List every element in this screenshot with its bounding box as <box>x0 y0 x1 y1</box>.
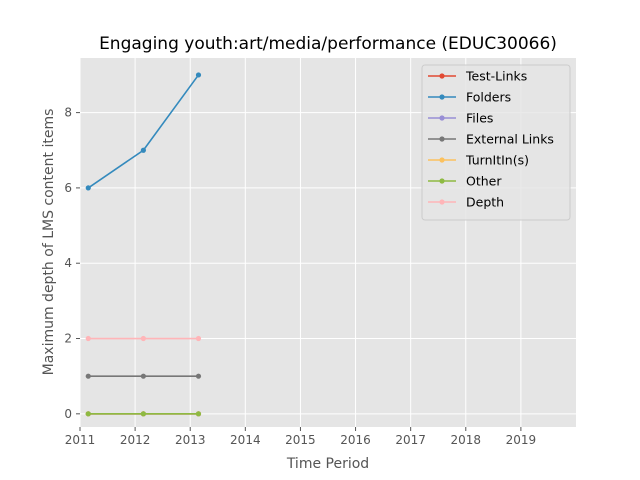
data-point-folders <box>195 72 202 78</box>
x-tick-label: 2018 <box>451 433 482 447</box>
legend: Test-Links Folders Files External Links Turn… <box>421 64 571 221</box>
x-tick-label: 2016 <box>340 433 371 447</box>
data-point-depth <box>85 335 91 342</box>
legend-marker-external-links <box>439 136 445 142</box>
y-tick-label: 0 <box>64 407 72 421</box>
legend-label-test-links: Test-Links <box>465 69 527 84</box>
legend-label-folders: Folders <box>466 90 511 105</box>
legend-label-other: Other <box>466 174 502 189</box>
legend-marker-files <box>439 115 445 121</box>
legend-label-turnitin-s: TurnItIn(s) <box>465 153 529 168</box>
data-point-depth <box>195 335 202 342</box>
legend-box <box>421 64 571 221</box>
chart-title: Engaging youth:art/media/performance (ED… <box>99 34 557 54</box>
legend-marker-turnitin-s <box>439 157 445 163</box>
data-point-other <box>195 411 202 417</box>
y-tick-label: 2 <box>64 332 72 346</box>
axes: 2011 2012 2013 2014 2015 2016 2017 2018 2019 0 2 4 6… <box>64 106 536 447</box>
legend-marker-other <box>439 178 445 184</box>
x-tick-label: 2013 <box>175 433 206 447</box>
data-point-other <box>140 411 146 417</box>
x-tick-label: 2017 <box>395 433 426 447</box>
y-tick-label: 4 <box>64 256 72 270</box>
data-point-external-links <box>140 373 146 379</box>
data-point-folders <box>140 147 146 153</box>
legend-marker-folders <box>439 94 445 100</box>
x-tick-label: 2019 <box>506 433 537 447</box>
legend-label-depth: Depth <box>466 195 504 210</box>
data-point-external-links <box>85 373 91 379</box>
data-point-depth <box>140 335 146 342</box>
y-axis-label: Maximum depth of LMS content items <box>41 109 57 376</box>
data-point-external-links <box>195 373 202 379</box>
x-axis-label: Time Period <box>286 456 369 472</box>
legend-label-external-links: External Links <box>466 132 554 147</box>
x-tick-label: 2014 <box>230 433 261 447</box>
legend-label-files: Files <box>466 111 493 126</box>
y-tick-label: 6 <box>64 181 72 195</box>
data-point-other <box>85 411 91 417</box>
legend-marker-depth <box>439 199 445 205</box>
data-point-folders <box>85 185 91 191</box>
legend-marker-test-links <box>439 73 445 79</box>
series-group <box>85 72 202 417</box>
y-tick-label: 8 <box>64 106 72 120</box>
x-tick-label: 2011 <box>65 433 96 447</box>
x-tick-label: 2015 <box>285 433 316 447</box>
x-tick-label: 2012 <box>120 433 151 447</box>
